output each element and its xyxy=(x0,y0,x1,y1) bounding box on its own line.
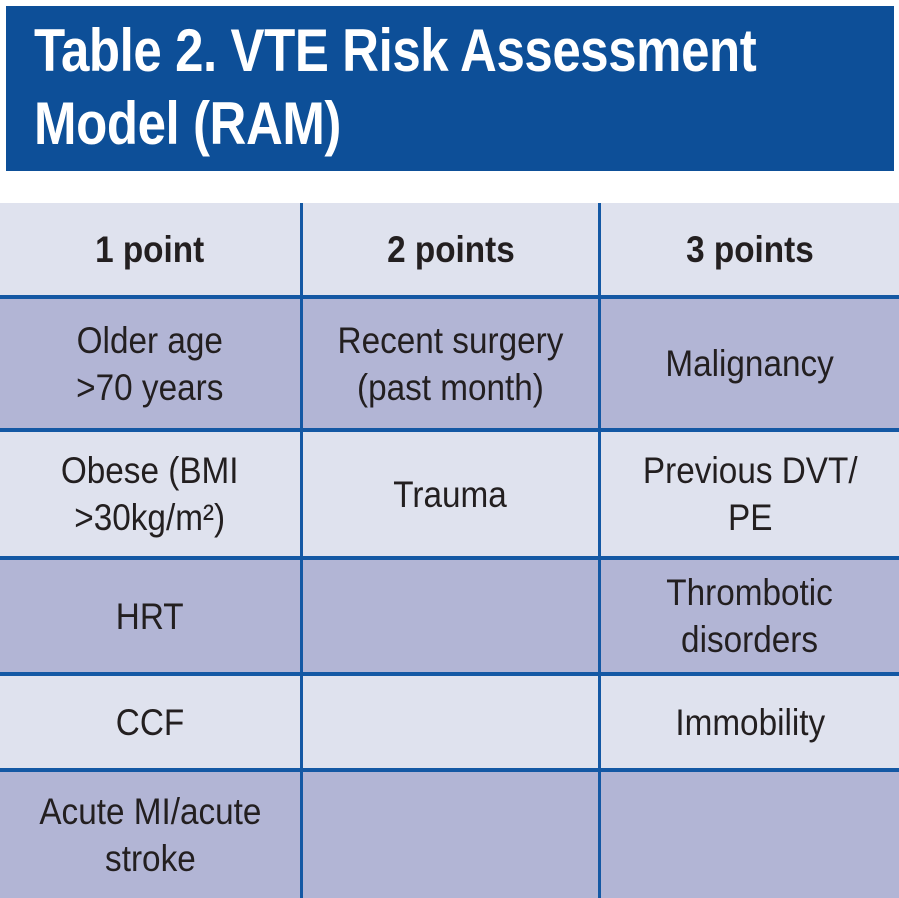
cell-text: Recent surgery (past month) xyxy=(337,319,564,408)
table-title-banner: Table 2. VTE Risk Assessment Model (RAM) xyxy=(6,6,894,171)
table-cell: Recent surgery (past month) xyxy=(300,295,598,428)
column-header-3-points: 3 points xyxy=(598,203,899,295)
cell-text: Older age >70 years xyxy=(76,319,224,408)
table-cell: Thrombotic disorders xyxy=(598,556,899,672)
cell-text: CCF xyxy=(115,701,185,743)
table-cell-empty xyxy=(300,672,598,768)
cell-text: Trauma xyxy=(393,473,508,515)
cell-text: Malignancy xyxy=(665,343,835,384)
cell-text: Previous DVT/ PE xyxy=(642,450,858,538)
table-cell-empty xyxy=(300,556,598,672)
table-cell: Obese (BMI >30kg/m²) xyxy=(0,428,300,556)
column-header-1-point: 1 point xyxy=(0,203,300,295)
table-cell-empty xyxy=(300,768,598,898)
table-cell: Trauma xyxy=(300,428,598,556)
table-cell: Acute MI/acute stroke xyxy=(0,768,300,898)
column-header-label: 1 point xyxy=(95,228,205,270)
cell-text: Acute MI/acute stroke xyxy=(38,791,262,879)
table-cell: Immobility xyxy=(598,672,899,768)
column-header-label: 3 points xyxy=(686,228,814,270)
table-cell: Older age >70 years xyxy=(0,295,300,428)
table-cell: Malignancy xyxy=(598,295,899,428)
cell-text: HRT xyxy=(116,595,184,637)
column-header-2-points: 2 points xyxy=(300,203,598,295)
cell-text: Obese (BMI >30kg/m²) xyxy=(61,450,239,538)
table-cell: HRT xyxy=(0,556,300,672)
table-cell: Previous DVT/ PE xyxy=(598,428,899,556)
table-cell: CCF xyxy=(0,672,300,768)
column-header-label: 2 points xyxy=(386,228,515,270)
cell-text: Thrombotic disorders xyxy=(666,572,834,660)
table-cell-empty xyxy=(598,768,899,898)
table-title: Table 2. VTE Risk Assessment Model (RAM) xyxy=(34,17,757,157)
cell-text: Immobility xyxy=(675,701,825,743)
vte-ram-table: 1 point 2 points 3 points Older age >70 … xyxy=(0,203,899,898)
